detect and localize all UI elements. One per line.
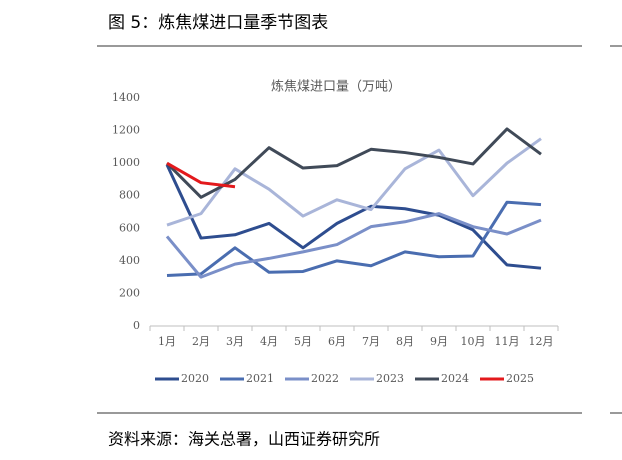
x-tick-label: 6月 <box>328 335 346 348</box>
y-tick-label: 400 <box>119 254 140 267</box>
x-tick-label: 8月 <box>396 335 414 348</box>
x-tick-label: 9月 <box>430 335 448 348</box>
series-line <box>166 161 236 189</box>
y-tick-label: 200 <box>119 286 140 299</box>
chart-title: 炼焦煤进口量（万吨） <box>271 80 401 95</box>
y-tick-label: 1000 <box>112 156 140 169</box>
x-tick-label: 7月 <box>362 335 380 348</box>
y-tick-label: 1400 <box>112 91 140 104</box>
legend-label: 2024 <box>441 372 469 385</box>
legend-label: 2023 <box>376 372 404 385</box>
legend-label: 2022 <box>311 372 339 385</box>
x-tick-label: 5月 <box>294 335 312 348</box>
source: 资料来源：海关总署，山西证券研究所 <box>108 430 380 449</box>
series-line <box>166 200 542 278</box>
x-tick-label: 12月 <box>529 335 554 348</box>
y-tick-label: 800 <box>119 189 140 202</box>
x-tick-label: 11月 <box>495 335 520 348</box>
series-line <box>165 127 542 199</box>
legend-label: 2021 <box>246 372 274 385</box>
x-tick-label: 2月 <box>192 335 210 348</box>
series-line <box>165 164 542 270</box>
legend-label: 2025 <box>506 372 534 385</box>
series-line <box>165 212 542 279</box>
y-tick-label: 600 <box>119 221 140 234</box>
series-line <box>166 137 542 227</box>
y-tick-label: 0 <box>133 319 140 332</box>
x-tick-label: 1月 <box>158 335 176 348</box>
x-tick-label: 3月 <box>226 335 244 348</box>
y-tick-label: 1200 <box>112 124 140 137</box>
x-tick-label: 4月 <box>260 335 278 348</box>
legend-label: 2020 <box>181 372 209 385</box>
x-tick-label: 10月 <box>461 335 486 348</box>
heading: 图 5：炼焦煤进口量季节图表 <box>108 13 328 33</box>
